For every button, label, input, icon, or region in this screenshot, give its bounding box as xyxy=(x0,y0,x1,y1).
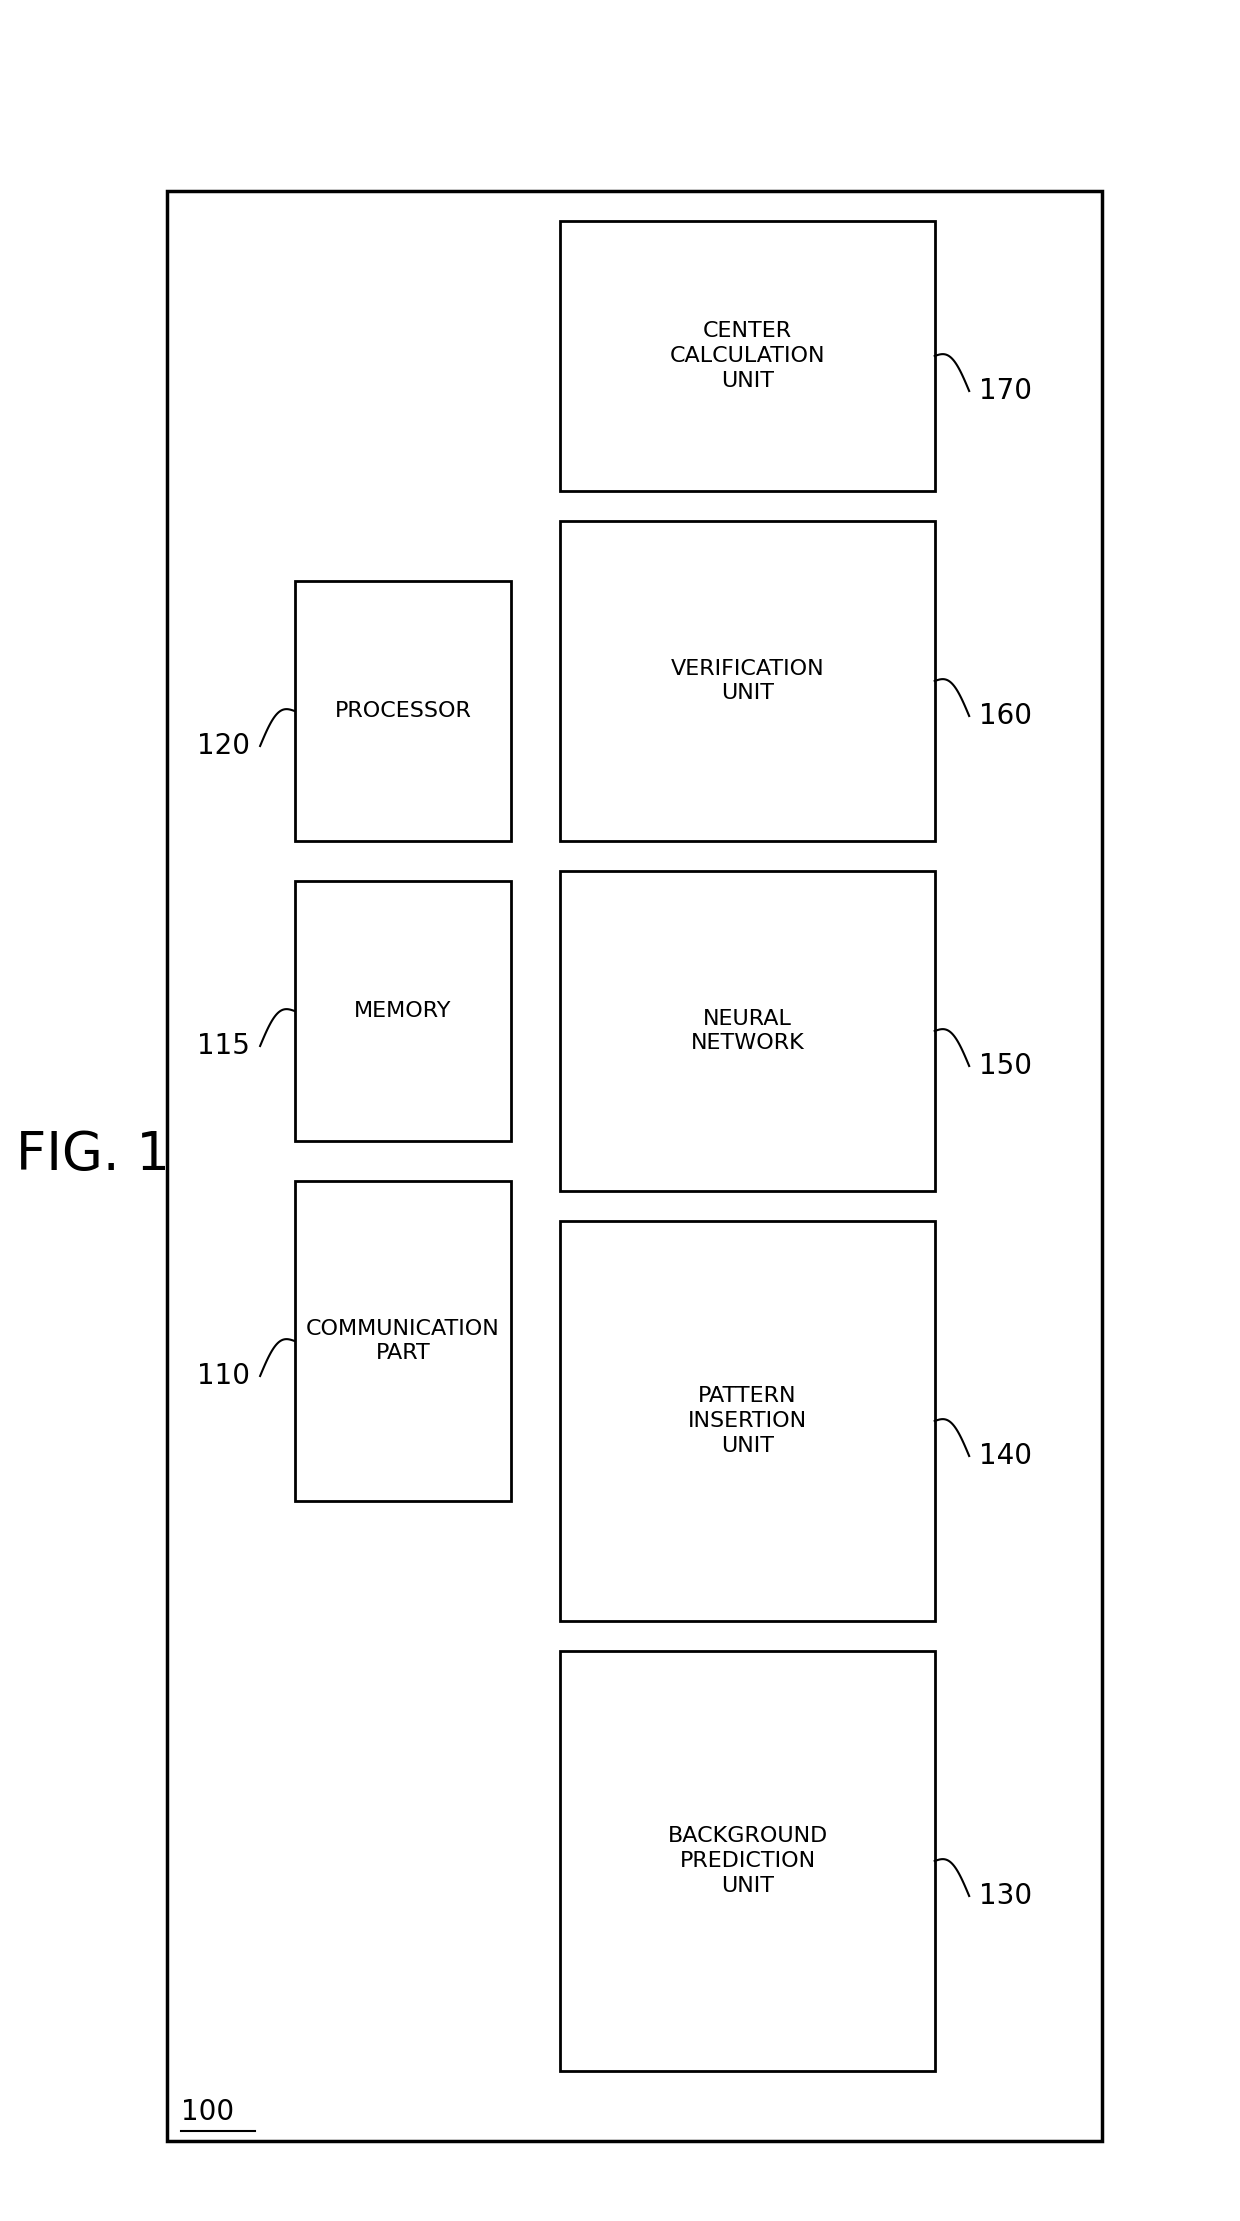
Text: 110: 110 xyxy=(197,1361,250,1390)
Text: CENTER
CALCULATION
UNIT: CENTER CALCULATION UNIT xyxy=(670,322,826,391)
Text: PROCESSOR: PROCESSOR xyxy=(335,702,471,722)
Bar xyxy=(166,191,1102,2141)
Bar xyxy=(295,882,511,1142)
Text: NEURAL
NETWORK: NEURAL NETWORK xyxy=(691,1008,805,1053)
Bar xyxy=(560,1650,935,2070)
Text: 115: 115 xyxy=(197,1033,250,1059)
Text: 170: 170 xyxy=(980,378,1032,404)
Bar xyxy=(295,582,511,842)
Text: BACKGROUND
PREDICTION
UNIT: BACKGROUND PREDICTION UNIT xyxy=(667,1826,828,1897)
Bar xyxy=(560,522,935,842)
Text: VERIFICATION
UNIT: VERIFICATION UNIT xyxy=(671,660,825,704)
Bar xyxy=(560,871,935,1190)
Text: 160: 160 xyxy=(980,702,1032,731)
Text: 120: 120 xyxy=(197,733,250,760)
Bar xyxy=(560,1222,935,1621)
Text: FIG. 1: FIG. 1 xyxy=(16,1128,170,1182)
Text: 100: 100 xyxy=(181,2099,234,2125)
Bar xyxy=(295,1182,511,1501)
Text: 140: 140 xyxy=(980,1441,1032,1470)
Text: MEMORY: MEMORY xyxy=(355,1002,451,1022)
Text: PATTERN
INSERTION
UNIT: PATTERN INSERTION UNIT xyxy=(688,1386,807,1455)
Text: COMMUNICATION
PART: COMMUNICATION PART xyxy=(306,1319,500,1364)
Bar xyxy=(560,222,935,491)
Text: 150: 150 xyxy=(980,1053,1032,1079)
Text: 130: 130 xyxy=(980,1881,1032,1910)
